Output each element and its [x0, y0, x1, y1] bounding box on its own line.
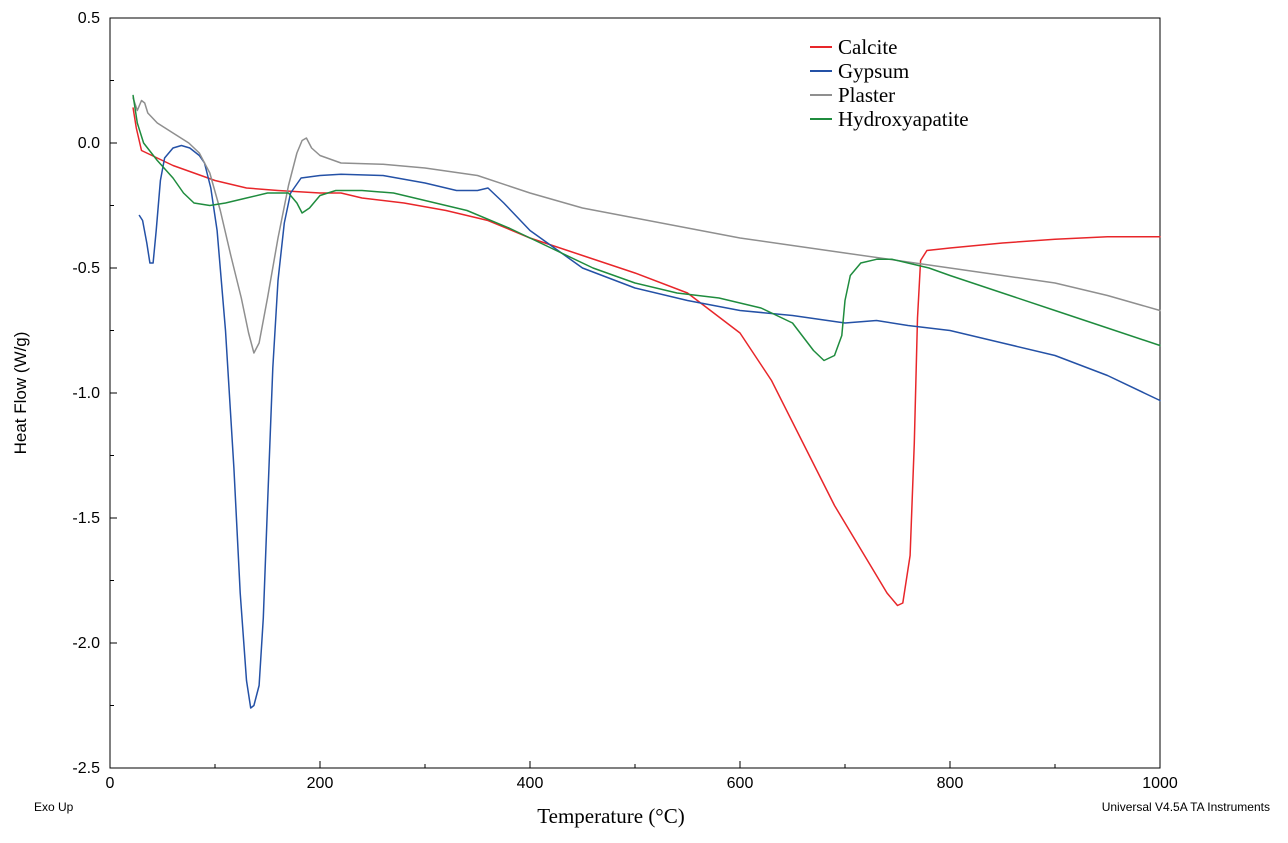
- x-tick-label: 0: [106, 775, 115, 792]
- instrument-note: Universal V4.5A TA Instruments: [1102, 800, 1270, 814]
- legend-label-gypsum: Gypsum: [838, 59, 909, 83]
- x-tick-label: 1000: [1142, 775, 1178, 792]
- x-tick-label: 400: [517, 775, 544, 792]
- series-line-calcite: [133, 108, 1160, 606]
- series-layer: [133, 96, 1160, 709]
- x-axis-title: Temperature (°C): [537, 804, 684, 828]
- series-line-hydroxyapatite: [133, 96, 1160, 361]
- y-tick-label: -2.0: [72, 635, 100, 652]
- x-axis: 0 200 400 600 800 1000: [106, 761, 1178, 792]
- plot-frame: [110, 18, 1160, 768]
- x-tick-label: 800: [937, 775, 964, 792]
- y-tick-label: -1.0: [72, 385, 100, 402]
- y-tick-label: -1.5: [72, 510, 100, 527]
- y-tick-label: -0.5: [72, 260, 100, 277]
- exo-up-note: Exo Up: [34, 800, 74, 814]
- legend-label-calcite: Calcite: [838, 35, 897, 59]
- legend-label-plaster: Plaster: [838, 83, 895, 107]
- y-tick-label: 0.5: [78, 10, 100, 27]
- y-tick-label: -2.5: [72, 760, 100, 777]
- series-line-gypsum: [139, 146, 1160, 709]
- legend-label-hydroxyapatite: Hydroxyapatite: [838, 107, 969, 131]
- series-line-plaster: [133, 98, 1160, 353]
- y-axis-title: Heat Flow (W/g): [11, 332, 30, 455]
- x-tick-label: 600: [727, 775, 754, 792]
- y-tick-label: 0.0: [78, 135, 100, 152]
- x-tick-label: 200: [307, 775, 334, 792]
